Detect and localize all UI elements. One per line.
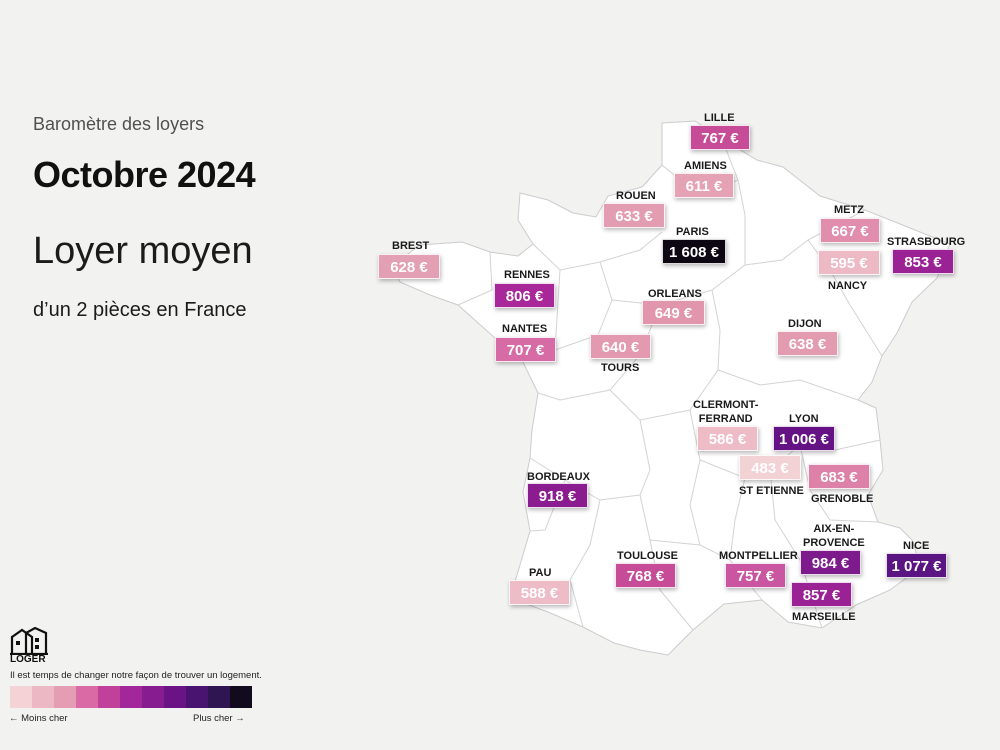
city-label-aix: AIX-EN- PROVENCE [803, 523, 865, 549]
city-label-dijon: DIJON [788, 318, 822, 330]
price-badge-rouen: 633 € [603, 203, 665, 228]
price-badge-orleans: 649 € [642, 300, 705, 325]
price-badge-dijon: 638 € [777, 331, 838, 356]
city-label-amiens: AMIENS [684, 160, 727, 172]
legend-swatch-9 [186, 686, 208, 708]
city-label-metz: METZ [834, 204, 864, 216]
page-title: Octobre 2024 [33, 154, 256, 195]
price-badge-aix: 984 € [800, 550, 861, 575]
price-badge-paris: 1 608 € [662, 239, 726, 264]
price-badge-clermont: 586 € [697, 426, 758, 451]
city-label-nancy: NANCY [828, 280, 868, 292]
city-label-orleans: ORLEANS [648, 288, 702, 300]
city-label-marseille: MARSEILLE [792, 611, 856, 623]
city-label-rouen: ROUEN [616, 190, 656, 202]
city-label-tours: TOURS [601, 362, 640, 374]
price-legend-scale [10, 686, 252, 708]
city-label-paris: PARIS [676, 226, 709, 238]
price-badge-bordeaux: 918 € [527, 483, 588, 508]
legend-swatch-3 [54, 686, 76, 708]
city-label-strasbourg: STRASBOURG [887, 236, 966, 248]
price-badge-marseille: 857 € [791, 582, 852, 607]
legend-swatch-8 [164, 686, 186, 708]
description: d’un 2 pièces en France [33, 299, 247, 321]
price-badge-pau: 588 € [509, 580, 570, 605]
price-badge-nancy: 595 € [818, 250, 880, 275]
price-badge-nice: 1 077 € [886, 553, 947, 578]
brand-name: LOGER [10, 654, 46, 665]
city-label-nantes: NANTES [502, 323, 548, 335]
city-label-montpellier: MONTPELLIER [719, 550, 798, 562]
legend-swatch-5 [98, 686, 120, 708]
city-label-grenoble: GRENOBLE [811, 493, 874, 505]
brand-tagline: Il est temps de changer notre façon de t… [10, 670, 262, 681]
price-badge-brest: 628 € [378, 254, 440, 279]
legend-high-label: Plus cher → [193, 713, 245, 724]
city-label-lille: LILLE [704, 112, 735, 124]
france-mainland [391, 120, 951, 656]
legend-swatch-6 [120, 686, 142, 708]
city-label-pau: PAU [529, 567, 552, 579]
city-label-stetienne: ST ETIENNE [739, 485, 804, 497]
price-badge-montpellier: 757 € [725, 563, 786, 588]
legend-swatch-1 [10, 686, 32, 708]
price-badge-nantes: 707 € [495, 337, 556, 362]
headline: Loyer moyen [33, 230, 253, 272]
price-badge-lyon: 1 006 € [773, 426, 835, 451]
city-label-nice: NICE [903, 540, 930, 552]
city-label-brest: BREST [392, 240, 430, 252]
legend-swatch-4 [76, 686, 98, 708]
city-label-bordeaux: BORDEAUX [527, 471, 590, 483]
city-label-lyon: LYON [789, 413, 819, 425]
loger-logo-icon [10, 627, 48, 655]
city-label-rennes: RENNES [504, 269, 550, 281]
price-badge-tours: 640 € [590, 334, 651, 359]
price-badge-lille: 767 € [690, 125, 750, 150]
barometer-subtitle: Baromètre des loyers [33, 114, 205, 134]
legend-swatch-2 [32, 686, 54, 708]
price-badge-grenoble: 683 € [808, 464, 870, 489]
price-badge-toulouse: 768 € [615, 563, 676, 588]
city-label-clermont: CLERMONT- FERRAND [693, 399, 759, 425]
legend-swatch-7 [142, 686, 164, 708]
legend-swatch-11 [230, 686, 252, 708]
price-badge-rennes: 806 € [494, 283, 555, 308]
legend-swatch-10 [208, 686, 230, 708]
legend-low-label: ← Moins cher [9, 713, 68, 724]
price-badge-amiens: 611 € [674, 173, 734, 198]
price-badge-strasbourg: 853 € [892, 249, 954, 274]
city-label-toulouse: TOULOUSE [617, 550, 678, 562]
price-badge-stetienne: 483 € [739, 455, 801, 480]
price-badge-metz: 667 € [820, 218, 880, 243]
